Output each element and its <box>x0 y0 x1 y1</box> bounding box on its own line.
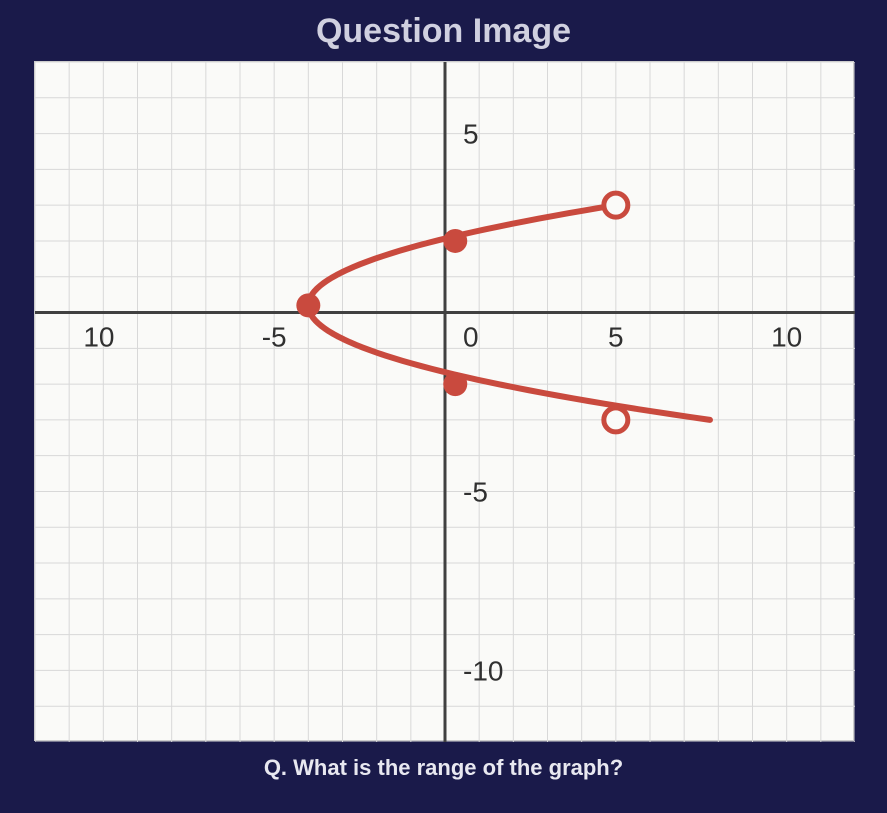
svg-text:5: 5 <box>608 322 624 353</box>
question-body: What is the range of the graph? <box>293 755 623 780</box>
svg-text:10: 10 <box>771 322 802 353</box>
question-prefix: Q. <box>264 755 287 780</box>
graph-svg: 10 -5 0 5 10 -10 -5 5 <box>35 62 855 742</box>
page-title: Question Image <box>316 12 571 51</box>
svg-text:-5: -5 <box>463 476 488 507</box>
question-text: Q. What is the range of the graph? <box>264 755 623 781</box>
svg-text:10: 10 <box>83 322 114 353</box>
chart-container: 10 -5 0 5 10 -10 -5 5 <box>34 61 854 741</box>
svg-text:0: 0 <box>463 322 479 353</box>
svg-text:5: 5 <box>463 119 479 150</box>
svg-text:-5: -5 <box>261 322 286 353</box>
svg-text:-10: -10 <box>463 655 503 686</box>
